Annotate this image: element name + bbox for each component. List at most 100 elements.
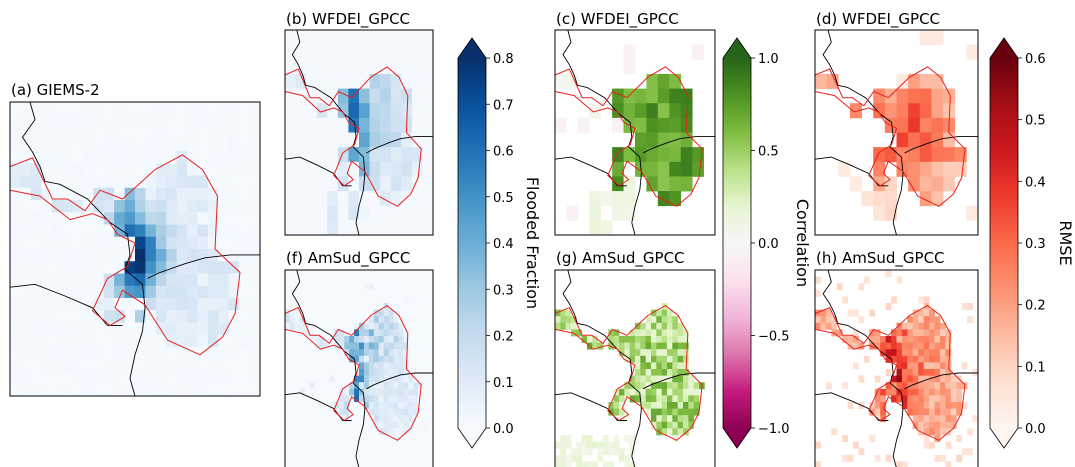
heatmap-cell [145, 200, 157, 213]
heatmap-cell [103, 371, 115, 385]
heatmap-cell [378, 369, 385, 376]
heatmap-cell [688, 388, 695, 396]
heatmap-cell [354, 355, 360, 363]
heatmap-cell [398, 336, 404, 343]
heatmap-cell [393, 355, 399, 363]
heatmap-cell [10, 212, 21, 225]
heatmap-cell [408, 428, 414, 436]
heatmap-cell [423, 388, 429, 396]
heatmap-cell [93, 322, 105, 336]
heatmap-cell [239, 359, 250, 372]
heatmap-cell [873, 205, 886, 221]
heatmap-cell [145, 371, 157, 385]
heatmap-cell [348, 191, 360, 207]
heatmap-cell [187, 322, 198, 336]
heatmap-cell [82, 187, 94, 201]
heatmap-cell [880, 395, 887, 403]
heatmap-cell [923, 382, 930, 390]
heatmap-cell [124, 102, 136, 115]
heatmap-cell [348, 132, 360, 148]
heatmap-cell [393, 316, 399, 324]
heatmap-cell [378, 336, 385, 343]
heatmap-cell [337, 117, 349, 133]
heatmap-cell [299, 408, 306, 416]
heatmap-cell [348, 205, 360, 221]
heatmap-cell [934, 395, 941, 403]
heatmap-cell [692, 44, 704, 60]
heatmap-cell [135, 114, 146, 127]
heatmap-cell [923, 355, 930, 363]
heatmap-cell [103, 261, 115, 274]
heatmap-cell [93, 285, 105, 299]
heatmap-cell [368, 283, 375, 291]
heatmap-cell [918, 329, 925, 337]
heatmap-cell [581, 448, 588, 456]
heatmap-cell [418, 415, 424, 423]
heatmap-cell [423, 270, 429, 277]
heatmap-cell [651, 408, 657, 416]
heatmap-cell [197, 285, 209, 299]
heatmap-cell [82, 371, 94, 385]
heatmap-cell [863, 355, 870, 363]
heatmap-cell [423, 421, 429, 429]
heatmap-cell [324, 408, 330, 416]
heatmap-cell [901, 395, 908, 403]
heatmap-cell [398, 408, 404, 416]
heatmap-cell [378, 454, 385, 462]
heatmap-cell [93, 114, 105, 127]
heatmap-cell [661, 382, 668, 390]
colorbar-tick-label: 0.2 [1025, 299, 1046, 314]
heatmap-cell [145, 334, 157, 348]
heatmap-cell [413, 355, 419, 363]
coastline [366, 372, 433, 390]
heatmap-cell [667, 369, 673, 376]
heatmap-cell [423, 316, 429, 324]
heatmap-cell [166, 285, 178, 299]
heatmap-cell [388, 408, 394, 416]
heatmap-cell [411, 117, 423, 133]
heatmap-cell [294, 441, 301, 449]
heatmap-cell [408, 283, 414, 291]
heatmap-cell [661, 415, 668, 423]
heatmap-cell [329, 362, 335, 370]
heatmap-cell [30, 298, 42, 311]
heatmap-cell [383, 336, 389, 343]
heatmap-cell [369, 220, 381, 235]
heatmap-cell [114, 285, 125, 299]
heatmap-cell [398, 382, 404, 390]
heatmap-cell [393, 329, 399, 337]
heatmap-cell [20, 371, 32, 385]
heatmap-cell [197, 224, 209, 238]
heatmap-cell [299, 402, 306, 409]
heatmap-cell [155, 138, 167, 152]
heatmap-cell [135, 310, 146, 323]
heatmap-cell [825, 316, 832, 324]
heatmap-cell [891, 375, 897, 383]
heatmap-cell [403, 322, 409, 330]
heatmap-cell [114, 200, 125, 213]
heatmap-cell [135, 285, 146, 299]
heatmap-cell [363, 349, 370, 357]
heatmap-cell [669, 176, 682, 192]
heatmap-cell [640, 336, 647, 343]
heatmap-cell [82, 383, 94, 396]
heatmap-cell [124, 200, 136, 213]
heatmap-cell [428, 349, 433, 357]
heatmap-cell [423, 355, 429, 363]
heatmap-cell [218, 347, 230, 360]
heatmap-cell [218, 383, 230, 396]
heatmap-cell [413, 316, 419, 324]
heatmap-cell [613, 448, 620, 456]
heatmap-cell [316, 73, 328, 89]
heatmap-cell [10, 273, 21, 287]
heatmap-cell [359, 415, 365, 423]
heatmap-cell [20, 151, 32, 164]
heatmap-cell [62, 126, 73, 140]
heatmap-cell [912, 316, 919, 324]
heatmap-cell [249, 114, 260, 127]
heatmap-cell [656, 395, 663, 403]
heatmap-cell [155, 151, 167, 164]
heatmap-cell [124, 126, 136, 140]
heatmap-cell [954, 161, 967, 177]
